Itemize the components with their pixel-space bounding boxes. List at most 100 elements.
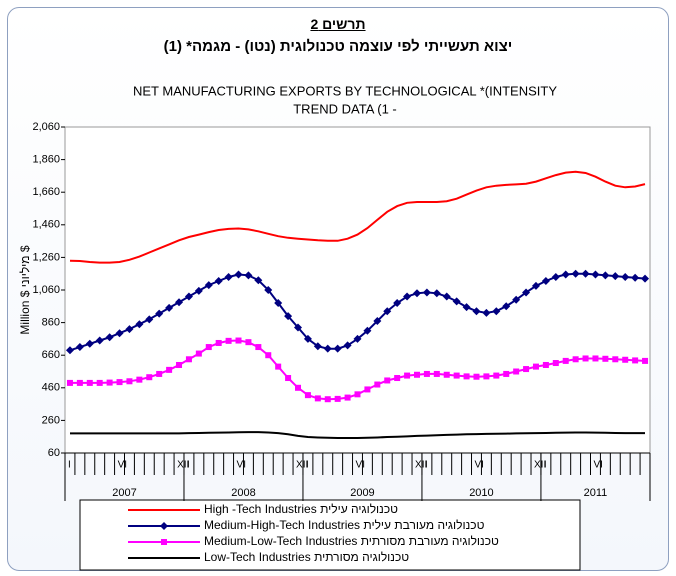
y-tick-label: 860	[42, 317, 60, 329]
marker	[493, 372, 500, 379]
x-tick-label: VI	[475, 460, 484, 471]
marker	[96, 379, 103, 386]
plot-area	[64, 126, 651, 454]
x-tick-label: I	[68, 460, 71, 471]
x-tick-label: VI	[118, 460, 127, 471]
marker	[86, 379, 93, 386]
legend-label: Medium-Low-Tech Industries טכנולוגיה מעו…	[204, 534, 499, 548]
marker	[423, 370, 430, 377]
marker	[513, 368, 520, 375]
x-tick-label: VI	[594, 460, 603, 471]
marker	[156, 370, 163, 377]
marker	[571, 269, 580, 278]
y-tick-label: 260	[42, 414, 60, 426]
marker	[422, 288, 431, 297]
marker	[561, 270, 570, 279]
marker	[404, 372, 411, 379]
marker	[195, 350, 202, 357]
marker	[562, 357, 569, 364]
legend-label: Low-Tech Industries טכנולוגיה מסורתית	[204, 550, 409, 564]
marker	[204, 281, 213, 290]
chart-number: תרשים 2	[310, 16, 366, 32]
marker	[592, 355, 599, 362]
marker	[433, 370, 440, 377]
marker	[642, 357, 649, 364]
marker	[225, 337, 232, 344]
marker	[274, 299, 283, 308]
marker	[115, 329, 124, 338]
marker	[453, 372, 460, 379]
x-tick-label: I	[425, 460, 428, 471]
marker	[145, 315, 154, 324]
marker	[581, 269, 590, 278]
marker	[75, 343, 84, 352]
marker	[472, 307, 481, 316]
marker	[602, 355, 609, 362]
series-line	[69, 170, 646, 264]
marker	[194, 286, 203, 295]
marker	[512, 295, 521, 304]
y-tick-label: 660	[42, 349, 60, 361]
chart-title: NET MANUFACTURING EXPORTS BY TECHNOLOGIC…	[133, 83, 557, 98]
y-tick-label: 460	[42, 382, 60, 394]
y-tick-label: 1,060	[32, 284, 60, 296]
x-tick-label: VI	[356, 460, 365, 471]
marker	[126, 378, 133, 385]
marker	[373, 316, 382, 325]
marker	[295, 384, 302, 391]
marker	[591, 270, 600, 279]
marker	[95, 336, 104, 345]
marker	[394, 375, 401, 382]
marker	[125, 325, 134, 334]
marker	[166, 366, 173, 373]
marker	[105, 333, 114, 342]
year-label: 2007	[112, 487, 136, 499]
marker	[185, 356, 192, 363]
marker	[483, 373, 490, 380]
marker	[215, 339, 222, 346]
marker	[601, 271, 610, 280]
marker	[275, 363, 282, 370]
marker	[622, 356, 629, 363]
marker	[284, 312, 293, 321]
x-tick-label: XII	[296, 460, 308, 471]
x-tick-label: I	[187, 460, 190, 471]
marker	[412, 289, 421, 298]
marker	[106, 379, 113, 386]
x-tick-label: VI	[237, 460, 246, 471]
marker	[364, 386, 371, 393]
x-tick-label: XII	[177, 460, 189, 471]
marker	[442, 292, 451, 301]
marker	[184, 292, 193, 301]
marker	[76, 379, 83, 386]
marker	[160, 522, 168, 530]
x-tick-label: XII	[534, 460, 546, 471]
marker	[522, 288, 531, 297]
marker	[303, 334, 312, 343]
y-tick-label: 1,860	[32, 154, 60, 166]
marker	[343, 341, 352, 350]
marker	[255, 344, 262, 351]
year-label: 2008	[231, 487, 255, 499]
year-label: 2011	[584, 487, 608, 499]
marker	[334, 395, 341, 402]
x-tick-label: XII	[415, 460, 427, 471]
marker	[443, 371, 450, 378]
marker	[264, 286, 273, 294]
y-tick-label: 1,660	[32, 186, 60, 198]
marker	[582, 355, 589, 362]
marker	[136, 376, 143, 383]
x-tick-label: I	[306, 460, 309, 471]
marker	[254, 276, 263, 285]
marker	[621, 272, 630, 281]
legend-label: High -Tech Industries טכנולוגיה עילית	[204, 502, 398, 516]
marker	[492, 307, 501, 316]
y-tick-label: 1,260	[32, 251, 60, 263]
marker	[245, 339, 252, 346]
legend-label: Medium-High-Tech Industries טכנולוגיה מע…	[204, 518, 485, 532]
marker	[413, 371, 420, 378]
marker	[551, 272, 560, 281]
chart-title: TREND DATA (1 -	[293, 101, 397, 116]
